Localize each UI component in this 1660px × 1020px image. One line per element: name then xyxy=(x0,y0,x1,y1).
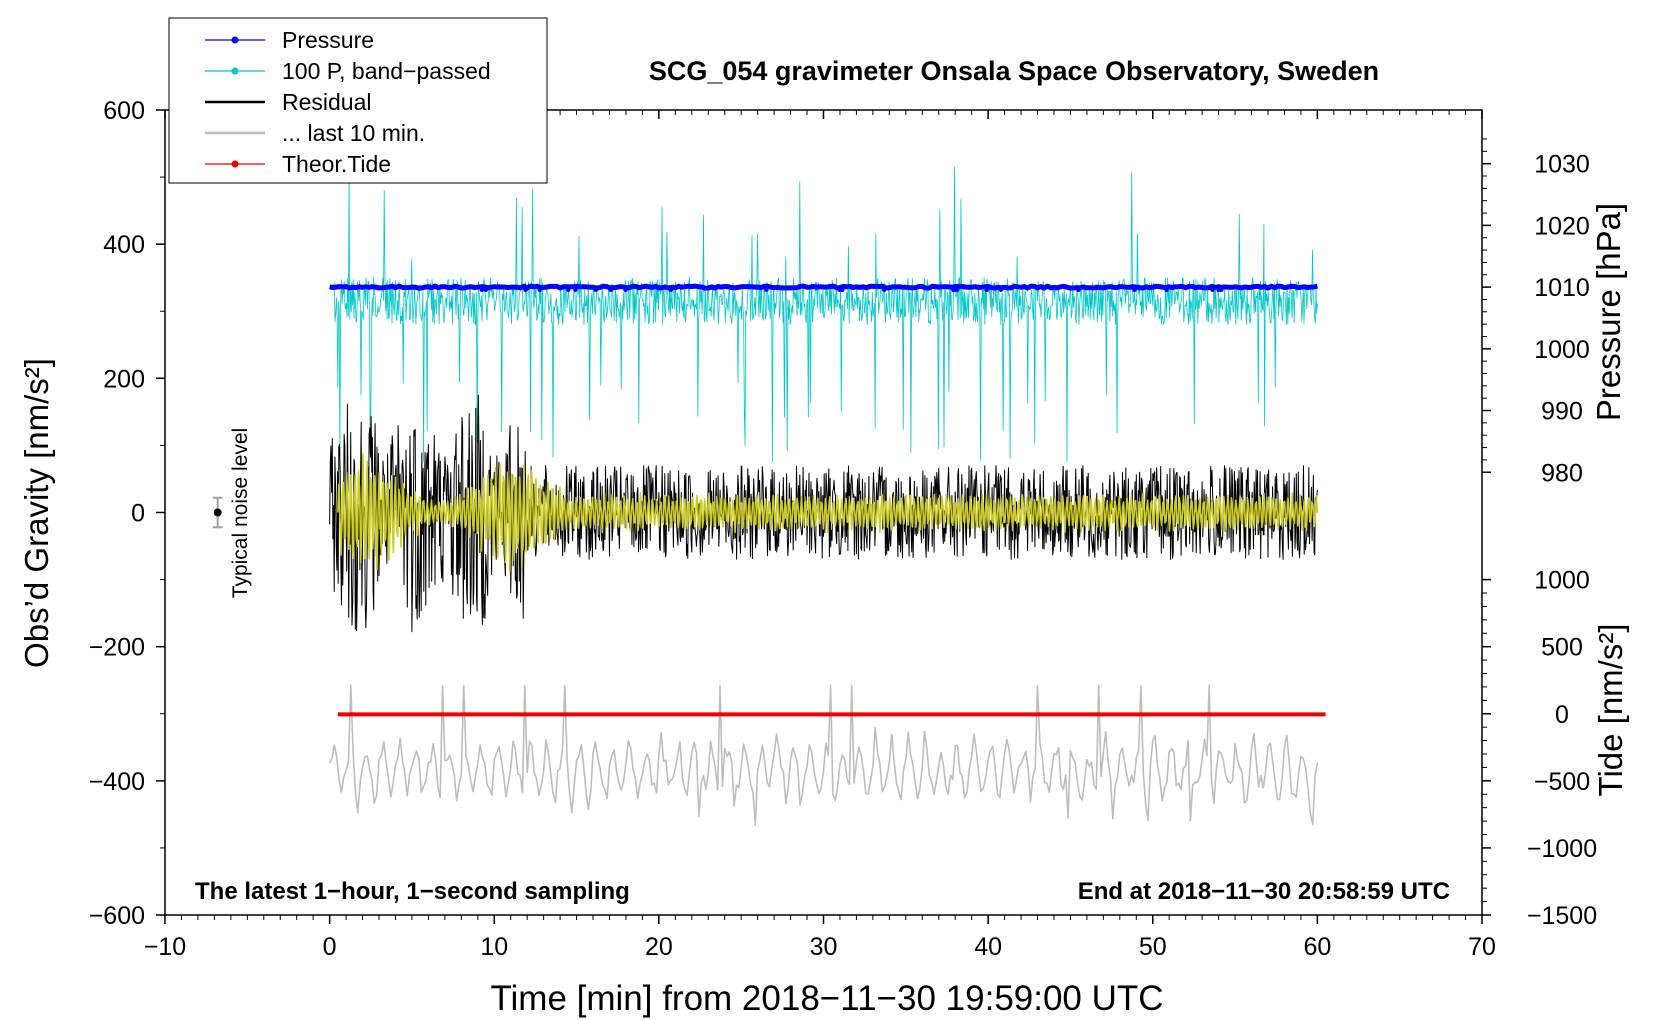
series-pressure-point xyxy=(608,287,614,292)
pressure-tick-label: 980 xyxy=(1541,459,1583,487)
series-pressure-point xyxy=(984,287,989,292)
y-axis-label-tide: Tide [nm/s²] xyxy=(1592,624,1629,797)
annotation-sampling: The latest 1−hour, 1−second sampling xyxy=(195,878,630,905)
pressure-tick-label: 1010 xyxy=(1534,274,1590,302)
x-tick-label: 0 xyxy=(323,933,337,961)
series-pressure xyxy=(329,283,1318,291)
noise-marker-point xyxy=(213,508,222,517)
series-pressure-point xyxy=(668,287,673,292)
x-tick-label: 10 xyxy=(480,933,508,961)
series-pressure-point xyxy=(479,287,485,292)
pressure-tick-label: 1020 xyxy=(1534,212,1590,240)
x-tick-label: 70 xyxy=(1468,933,1496,961)
legend-box xyxy=(168,17,548,184)
tide-tick-label: 1000 xyxy=(1534,567,1590,595)
series-pressure-point xyxy=(998,287,1004,292)
series-pressure-point xyxy=(954,287,960,292)
legend-swatch-marker xyxy=(231,36,239,44)
y-tick-label: −200 xyxy=(89,634,145,662)
x-tick-label: 30 xyxy=(810,933,838,961)
y-tick-label: 0 xyxy=(131,500,145,528)
legend-label: ... last 10 min. xyxy=(282,120,425,146)
y-tick-label: 200 xyxy=(103,365,145,393)
series-pressure-point xyxy=(483,287,489,292)
tide-tick-label: −500 xyxy=(1534,768,1590,796)
series-layer xyxy=(212,166,1326,826)
series-pressure-point xyxy=(537,287,542,292)
legend-label: Residual xyxy=(282,89,372,115)
y-tick-label: 600 xyxy=(103,97,145,125)
series-pressure-point xyxy=(1164,287,1169,292)
series-pressure-point xyxy=(623,287,628,292)
series-pressure-point xyxy=(1076,287,1081,292)
y-tick-label: −400 xyxy=(89,768,145,796)
series-pressure-point xyxy=(1218,287,1224,292)
y-tick-label: 400 xyxy=(103,231,145,259)
legend-label: Pressure xyxy=(282,27,374,53)
annotation-noise-level: Typical noise level xyxy=(229,428,252,598)
x-tick-label: 60 xyxy=(1303,933,1331,961)
series-pressure-point xyxy=(764,287,769,292)
series-pressure-point xyxy=(573,287,578,292)
x-tick-label: −10 xyxy=(144,933,186,961)
y-axis-label-left: Obs’d Gravity [nm/s²] xyxy=(18,358,55,668)
y-axis-label-pressure: Pressure [hPa] xyxy=(1590,203,1627,421)
x-tick-label: 20 xyxy=(645,933,673,961)
axes-layer: −10 0 10 20 30 40 50 60 70−600−400−2000200400600… xyxy=(89,97,1597,961)
legend-swatch-marker xyxy=(231,160,239,168)
series-pressure-point xyxy=(1132,287,1137,292)
y-tick-label: −600 xyxy=(89,902,145,930)
series-band-passed-pressure xyxy=(332,166,1318,462)
annotation-end-time: End at 2018−11−30 20:58:59 UTC xyxy=(1078,878,1450,905)
series-residual xyxy=(329,394,1318,633)
series-pressure-point xyxy=(1210,287,1215,292)
series-pressure-point xyxy=(593,287,598,292)
series-pressure-point xyxy=(840,287,845,292)
series-pressure-point xyxy=(882,287,887,292)
x-axis-label: Time [min] from 2018−11−30 19:59:00 UTC xyxy=(490,979,1163,1018)
series-pressure-point xyxy=(951,287,956,292)
x-tick-label: 40 xyxy=(974,933,1002,961)
legend: Pressure 100 P, band−passed Residual ... la… xyxy=(168,17,548,184)
legend-label: Theor.Tide xyxy=(282,151,391,177)
tide-tick-label: 500 xyxy=(1541,634,1583,662)
tide-tick-label: 0 xyxy=(1555,701,1569,729)
series-residual-lowpass xyxy=(337,453,1319,572)
tide-tick-label: −1000 xyxy=(1527,835,1597,863)
series-pressure-point xyxy=(523,287,528,292)
tide-tick-label: −1500 xyxy=(1527,902,1597,930)
series-last-10-min xyxy=(328,684,1319,826)
pressure-tick-label: 1000 xyxy=(1534,336,1590,364)
legend-swatch-marker xyxy=(231,67,239,75)
legend-label: 100 P, band−passed xyxy=(282,58,491,84)
series-pressure-point xyxy=(566,287,571,292)
chart-title: SCG_054 gravimeter Onsala Space Observat… xyxy=(649,56,1379,86)
legend-entries: Pressure 100 P, band−passed Residual ... la… xyxy=(205,27,491,177)
pressure-tick-label: 1030 xyxy=(1534,151,1590,179)
pressure-tick-label: 990 xyxy=(1541,398,1583,426)
x-tick-label: 50 xyxy=(1139,933,1167,961)
